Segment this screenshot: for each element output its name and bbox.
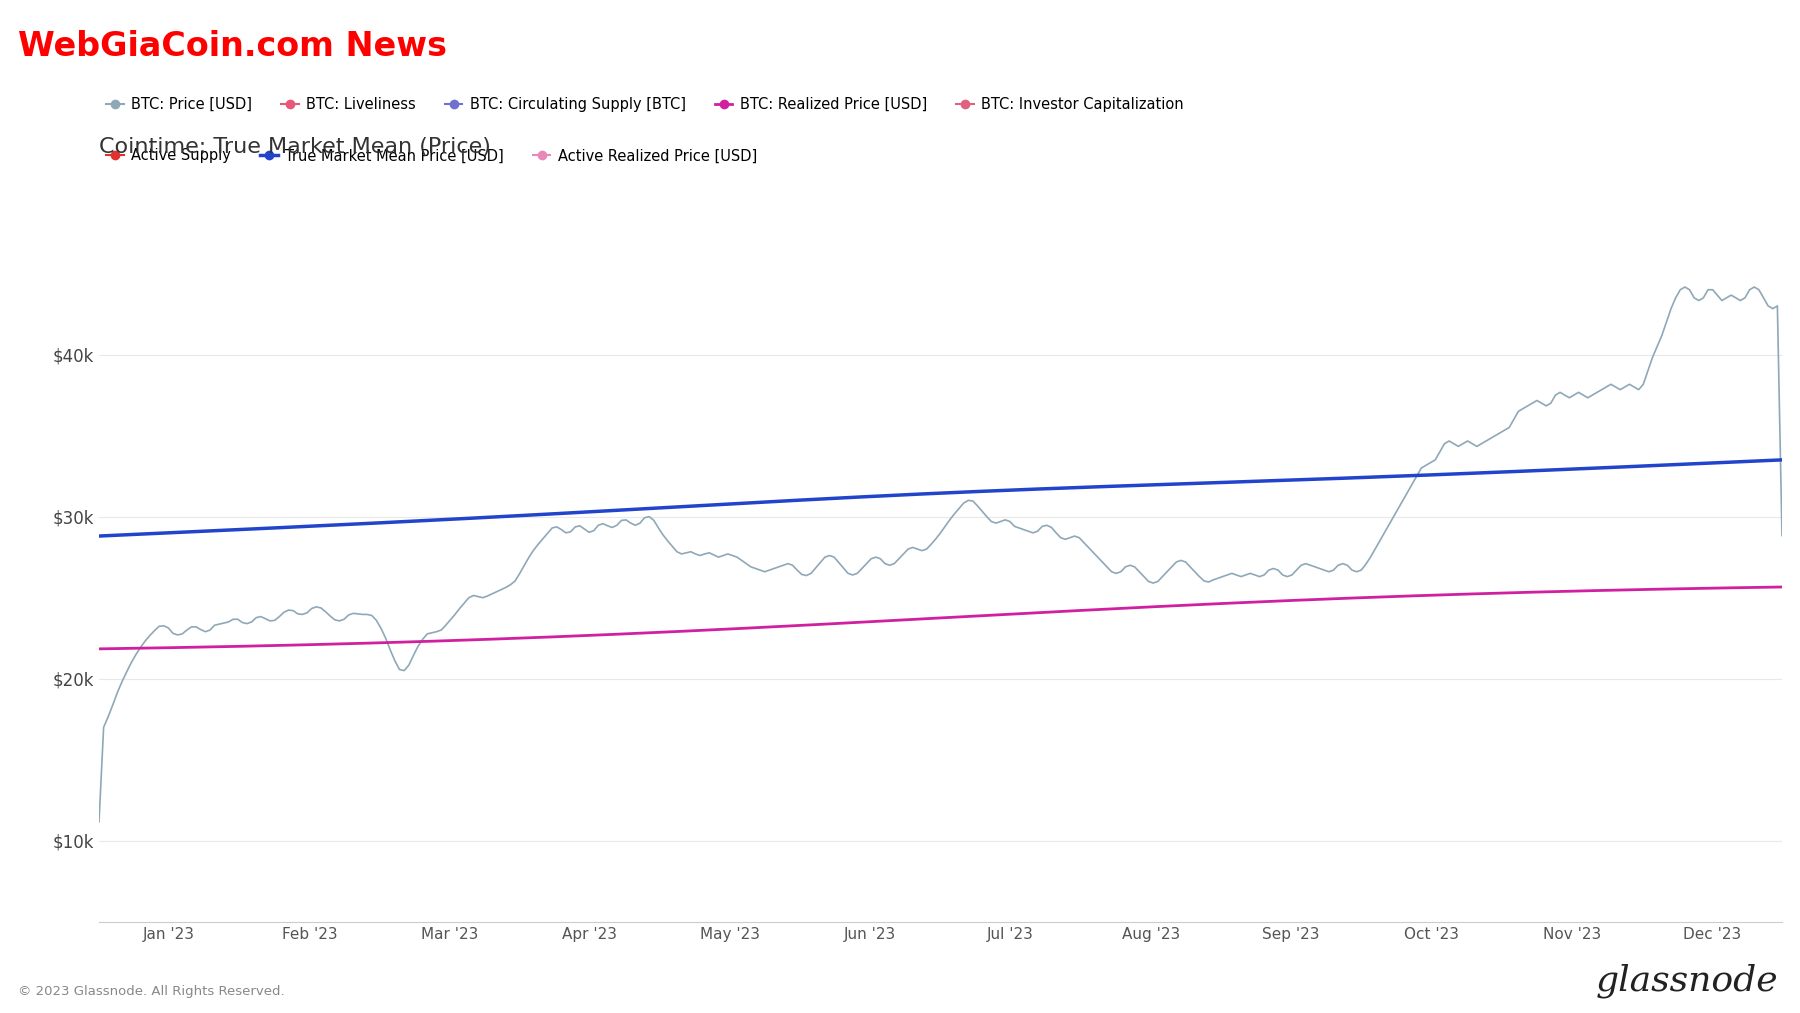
- Legend: Active Supply, True Market Mean Price [USD], Active Realized Price [USD]: Active Supply, True Market Mean Price [U…: [106, 148, 756, 163]
- Text: © 2023 Glassnode. All Rights Reserved.: © 2023 Glassnode. All Rights Reserved.: [18, 985, 284, 998]
- Text: Cointime: True Market Mean (Price): Cointime: True Market Mean (Price): [99, 137, 491, 157]
- Text: WebGiaCoin.com News: WebGiaCoin.com News: [18, 30, 446, 64]
- Text: glassnode: glassnode: [1597, 963, 1778, 998]
